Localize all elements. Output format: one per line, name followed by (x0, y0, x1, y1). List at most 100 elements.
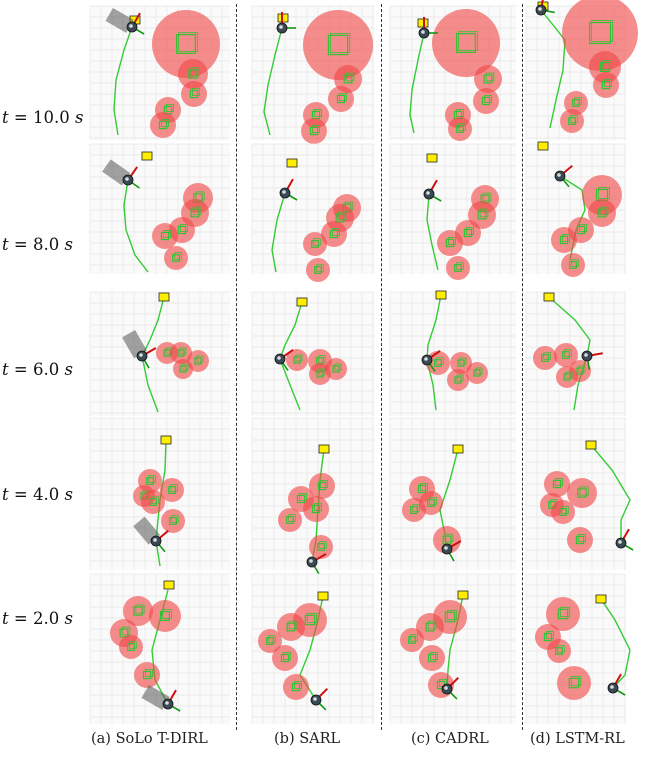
robot-trajectory (263, 27, 283, 136)
human-bounding-box (296, 494, 306, 504)
human-bounding-box (456, 262, 464, 270)
human-agent (272, 645, 298, 671)
human-bounding-box (578, 365, 586, 373)
column-label-solo-tdirl: (a) SoLo T-DIRL (91, 731, 208, 747)
human-agent (474, 65, 502, 93)
human-bounding-box (568, 677, 580, 689)
human-bounding-box (458, 123, 466, 131)
human-bounding-box (178, 32, 198, 52)
human-bounding-box (163, 230, 171, 238)
human-bounding-box (160, 610, 171, 621)
human-bounding-box (459, 357, 467, 365)
human-agent (437, 230, 463, 256)
column-label-sarl: (b) SARL (274, 731, 341, 747)
column-separator (381, 4, 382, 730)
human-agent (547, 639, 571, 663)
row-label-t4: t = 4.0 s (2, 485, 73, 504)
goal-marker (296, 297, 308, 307)
human-bounding-box (477, 210, 487, 220)
human-bounding-box (427, 653, 437, 663)
human-bounding-box (434, 359, 442, 367)
human-bounding-box (417, 484, 427, 494)
human-bounding-box (119, 628, 129, 638)
robot-trajectory (141, 296, 165, 413)
human-bounding-box (543, 352, 551, 360)
human-bounding-box (129, 641, 137, 649)
human-agent (468, 201, 496, 229)
human-bounding-box (283, 652, 291, 660)
goal-marker (457, 590, 469, 600)
robot-trajectory (123, 179, 149, 273)
human-bounding-box (444, 533, 454, 543)
human-agent (170, 342, 192, 364)
column-separator (522, 4, 523, 730)
human-bounding-box (555, 647, 563, 655)
human-bounding-box (562, 351, 570, 359)
human-bounding-box (311, 504, 321, 514)
human-bounding-box (295, 354, 303, 362)
human-bounding-box (543, 632, 553, 642)
human-bounding-box (317, 543, 325, 551)
human-bounding-box (559, 235, 569, 245)
human-bounding-box (456, 109, 464, 117)
human-agent (306, 258, 330, 282)
human-agent (301, 118, 327, 144)
human-bounding-box (181, 363, 189, 371)
human-bounding-box (458, 31, 478, 51)
human-bounding-box (546, 631, 554, 639)
human-bounding-box (445, 238, 455, 248)
goal-marker (426, 153, 438, 163)
human-agent (173, 359, 193, 379)
goal-marker (317, 591, 329, 601)
human-bounding-box (320, 480, 328, 488)
human-agent (303, 232, 327, 256)
human-bounding-box (473, 369, 481, 377)
human-agent (562, 0, 638, 71)
human-agent (544, 471, 570, 497)
human-bounding-box (168, 486, 176, 494)
human-bounding-box (337, 211, 347, 221)
human-bounding-box (280, 653, 290, 663)
human-agent (277, 613, 305, 641)
human-bounding-box (427, 499, 435, 507)
goal-marker (543, 292, 555, 302)
human-bounding-box (578, 534, 586, 542)
human-agent (134, 662, 160, 688)
human-bounding-box (192, 206, 202, 216)
human-bounding-box (170, 484, 178, 492)
robot-highlight (277, 356, 281, 360)
human-bounding-box (176, 34, 196, 54)
human-agent (416, 613, 444, 641)
robot-highlight (424, 357, 428, 361)
human-bounding-box (286, 622, 296, 632)
robot-highlight (313, 697, 317, 701)
human-bounding-box (436, 357, 444, 365)
robot-trajectory (279, 301, 303, 411)
human-bounding-box (329, 229, 339, 239)
robot-trajectory (590, 444, 631, 543)
human-bounding-box (327, 34, 349, 56)
human-bounding-box (177, 225, 187, 235)
human-agent (419, 645, 445, 671)
robot-highlight (444, 546, 448, 550)
human-bounding-box (420, 483, 428, 491)
human-bounding-box (135, 604, 145, 614)
human-agent (473, 88, 499, 114)
row-label-t10: t = 10.0 s (2, 108, 84, 127)
robot-trajectory (548, 296, 591, 411)
human-bounding-box (166, 104, 174, 112)
human-agent (561, 253, 585, 277)
human-bounding-box (127, 643, 135, 651)
robot-highlight (125, 177, 129, 181)
goal-marker (435, 290, 447, 300)
human-bounding-box (410, 506, 418, 514)
human-bounding-box (456, 374, 464, 382)
human-bounding-box (562, 234, 570, 242)
human-bounding-box (317, 481, 327, 491)
human-bounding-box (192, 88, 200, 96)
human-bounding-box (299, 493, 307, 501)
human-agent (402, 498, 426, 522)
human-bounding-box (456, 125, 464, 133)
human-bounding-box (332, 365, 340, 373)
robot-trajectory (271, 192, 286, 273)
